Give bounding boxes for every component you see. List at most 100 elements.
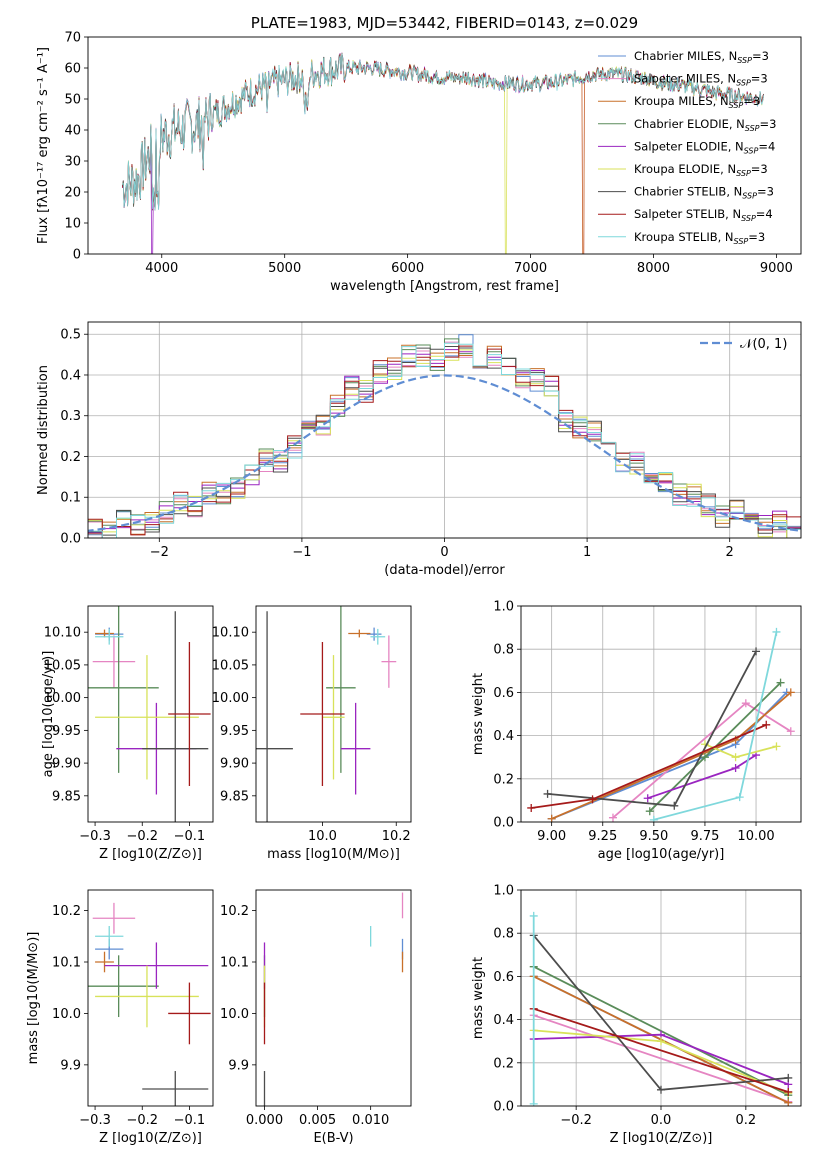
x-tick-label: 7000 bbox=[514, 261, 547, 276]
panel-mass-vs-Z: −0.3 −0.2 −0.1 9.9 10.0 10.1 10.2 Z [log10(Z/Z⊙… bbox=[26, 889, 214, 1146]
errorbar-point bbox=[168, 982, 211, 1045]
y-tick-label: 1.0 bbox=[493, 884, 514, 899]
errorbar-point bbox=[95, 629, 114, 638]
y-tick-label: 10.2 bbox=[52, 904, 81, 919]
weight-marker bbox=[527, 803, 536, 812]
histogram-series bbox=[88, 342, 801, 538]
x-axis-label: (data-model)/error bbox=[384, 563, 505, 578]
weight-marker bbox=[645, 807, 654, 816]
legend-entry: Chabrier ELODIE, NSSP=3 bbox=[634, 117, 776, 133]
errorbar-point bbox=[95, 655, 199, 780]
errorbar-points bbox=[263, 892, 404, 1106]
x-tick-label: −0.2 bbox=[126, 1113, 158, 1128]
y-tick-label: 0.0 bbox=[493, 816, 514, 831]
x-tick-label: −2 bbox=[150, 545, 169, 560]
x-tick-label: −1 bbox=[292, 545, 311, 560]
axes-frame bbox=[520, 605, 802, 823]
weight-marker bbox=[731, 753, 740, 762]
x-tick-label: 9.00 bbox=[537, 829, 566, 844]
y-tick-label: 0.4 bbox=[493, 1013, 514, 1028]
errorbar-point bbox=[142, 611, 209, 822]
legend-entry: Salpeter MILES, NSSP=3 bbox=[634, 72, 768, 88]
x-axis-label: age [log10(age/yr)] bbox=[598, 847, 725, 862]
weight-lines bbox=[527, 627, 795, 822]
x-tick-label: 8000 bbox=[637, 261, 670, 276]
x-axis-label: Z [log10(Z/Z⊙)] bbox=[99, 847, 202, 862]
x-tick-label: 10.2 bbox=[382, 829, 411, 844]
y-tick-label: 0.2 bbox=[493, 772, 514, 787]
histogram-series bbox=[88, 345, 801, 538]
panel-mass-vs-ebv: 0.000 0.005 0.010 9.9 10.0 10.1 10.2 E(B-V) bbox=[220, 889, 412, 1146]
y-tick-label: 10.05 bbox=[44, 658, 81, 673]
x-tick-label: 4000 bbox=[145, 261, 178, 276]
y-tick-label: 10.2 bbox=[220, 904, 249, 919]
legend-entry: Kroupa STELIB, NSSP=3 bbox=[634, 230, 765, 246]
y-axis-label: mass weight bbox=[471, 673, 486, 755]
errorbar-point bbox=[95, 628, 124, 645]
x-tick-label: 0.0 bbox=[651, 1113, 672, 1128]
y-tick-label: 0.4 bbox=[60, 368, 81, 383]
x-tick-label: 2 bbox=[726, 545, 734, 560]
weight-marker bbox=[752, 647, 761, 656]
x-tick-label: 5000 bbox=[268, 261, 301, 276]
weight-marker bbox=[772, 627, 781, 636]
errorbar-point bbox=[366, 627, 382, 641]
weight-marker bbox=[741, 699, 750, 708]
y-tick-label: 0 bbox=[73, 248, 81, 263]
y-tick-label: 0.6 bbox=[493, 970, 514, 985]
errorbar-point bbox=[300, 642, 345, 786]
x-tick-label: 9000 bbox=[760, 261, 793, 276]
x-tick-label: 9.25 bbox=[588, 829, 617, 844]
weight-marker bbox=[731, 764, 740, 772]
chart-title: PLATE=1983, MJD=53442, FIBERID=0143, z=0… bbox=[251, 14, 638, 32]
errorbar-point bbox=[256, 611, 293, 822]
x-tick-label: 10.0 bbox=[308, 829, 337, 844]
y-tick-label: 1.0 bbox=[493, 600, 514, 615]
errorbar-point bbox=[88, 606, 159, 773]
weight-marker bbox=[529, 1099, 538, 1106]
y-tick-label: 10.00 bbox=[212, 691, 249, 706]
weight-series-line bbox=[647, 754, 757, 800]
y-tick-label: 0.0 bbox=[493, 1100, 514, 1115]
axes-frame bbox=[87, 36, 802, 255]
axes-frame bbox=[255, 889, 412, 1107]
x-tick-label: −0.2 bbox=[126, 829, 158, 844]
y-tick-label: 0.6 bbox=[493, 686, 514, 701]
spectrum-series-line bbox=[122, 53, 764, 211]
x-tick-label: −0.1 bbox=[174, 1113, 206, 1128]
x-tick-label: −0.2 bbox=[560, 1113, 592, 1128]
panel-mass-weight-vs-age: 9.00 9.25 9.50 9.75 10.00 0.0 0.2 0.4 0.6 0.8 1.0 a… bbox=[471, 600, 802, 862]
x-axis-label: E(B-V) bbox=[313, 1131, 353, 1146]
errorbar-point bbox=[92, 902, 136, 934]
legend-entry: Chabrier STELIB, NSSP=3 bbox=[634, 185, 774, 201]
x-tick-label: 9.75 bbox=[690, 829, 719, 844]
weight-marker bbox=[670, 801, 679, 810]
x-tick-label: −0.3 bbox=[79, 829, 111, 844]
y-tick-label: 10.1 bbox=[220, 956, 249, 971]
y-tick-label: 10 bbox=[64, 217, 81, 232]
weight-marker bbox=[784, 1073, 793, 1082]
weight-marker bbox=[700, 753, 709, 762]
x-axis-label: wavelength [Angstrom, rest frame] bbox=[330, 279, 559, 294]
y-tick-label: 10.05 bbox=[212, 658, 249, 673]
y-axis-label: Normed distribution bbox=[36, 365, 51, 495]
y-tick-label: 60 bbox=[64, 62, 81, 77]
errorbar-point bbox=[340, 702, 371, 795]
y-tick-label: 20 bbox=[64, 186, 81, 201]
weight-marker bbox=[784, 1098, 793, 1106]
y-tick-label: 9.95 bbox=[220, 724, 249, 739]
axes-frame bbox=[520, 889, 802, 1107]
axes-frame bbox=[87, 605, 214, 823]
y-tick-label: 10.0 bbox=[220, 1007, 249, 1022]
y-tick-label: 10.10 bbox=[44, 626, 81, 641]
gaussian-curve bbox=[88, 374, 801, 533]
errorbar-point bbox=[168, 642, 211, 786]
y-tick-label: 10.0 bbox=[52, 1007, 81, 1022]
errorbar-point bbox=[142, 1071, 209, 1106]
histogram-traces bbox=[88, 334, 801, 538]
x-tick-label: 0.2 bbox=[736, 1113, 757, 1128]
x-tick-label: 0.005 bbox=[299, 1113, 336, 1128]
weight-series-line bbox=[533, 1014, 789, 1103]
y-tick-label: 0.4 bbox=[493, 729, 514, 744]
